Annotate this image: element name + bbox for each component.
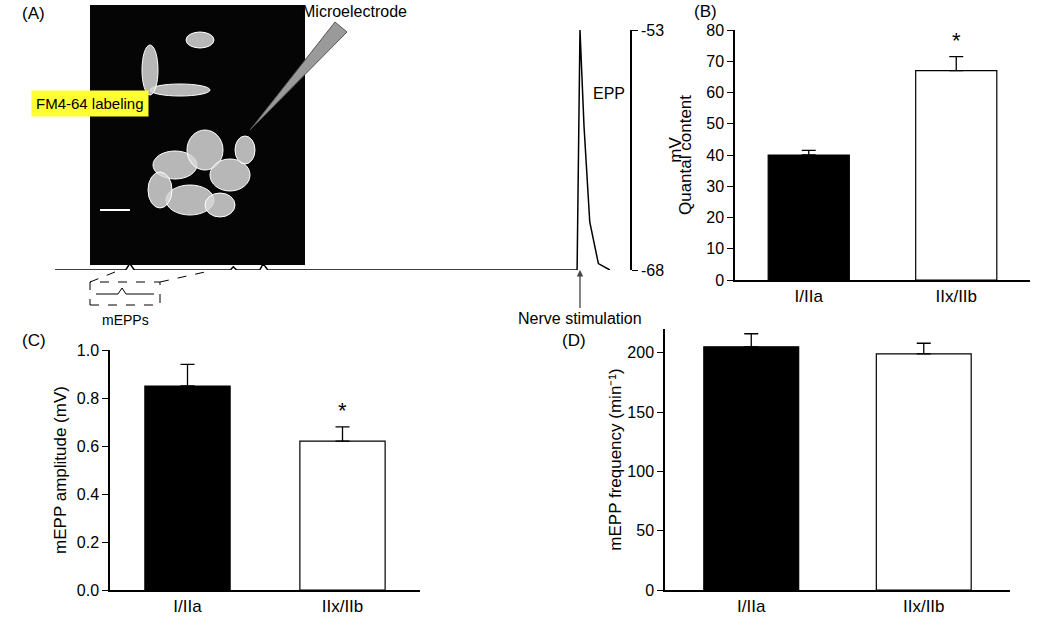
svg-text:-68: -68: [641, 262, 664, 279]
svg-text:*: *: [952, 28, 961, 53]
svg-text:20: 20: [706, 209, 724, 226]
svg-text:mEPP amplitude (mV): mEPP amplitude (mV): [51, 386, 70, 554]
svg-text:100: 100: [627, 463, 654, 480]
svg-text:(D): (D): [562, 331, 586, 350]
svg-text:30: 30: [706, 178, 724, 195]
svg-text:1.0: 1.0: [77, 342, 99, 359]
svg-text:0.6: 0.6: [77, 438, 99, 455]
svg-text:IIx/IIb: IIx/IIb: [935, 287, 977, 306]
svg-text:I/IIa: I/IIa: [795, 287, 824, 306]
svg-text:Nerve stimulation: Nerve stimulation: [518, 310, 642, 327]
svg-text:(A): (A): [22, 4, 45, 23]
svg-text:Quantal content: Quantal content: [676, 95, 695, 215]
svg-text:EPP: EPP: [593, 85, 625, 102]
svg-text:I/IIa: I/IIa: [737, 597, 766, 616]
svg-text:Microelectrode: Microelectrode: [302, 3, 407, 20]
svg-text:*: *: [338, 398, 347, 423]
svg-text:-53: -53: [641, 22, 664, 39]
svg-text:70: 70: [706, 53, 724, 70]
svg-text:IIx/IIb: IIx/IIb: [903, 597, 945, 616]
svg-text:IIx/IIb: IIx/IIb: [322, 597, 364, 616]
svg-text:60: 60: [706, 84, 724, 101]
svg-text:FM4-64 labeling: FM4-64 labeling: [36, 95, 144, 112]
svg-text:80: 80: [706, 22, 724, 39]
svg-text:0: 0: [715, 272, 724, 289]
svg-text:mEPP frequency (min⁻¹): mEPP frequency (min⁻¹): [606, 368, 625, 550]
svg-text:0: 0: [645, 582, 654, 599]
svg-text:0.0: 0.0: [77, 582, 99, 599]
svg-text:10: 10: [706, 240, 724, 257]
svg-text:(B): (B): [694, 2, 717, 21]
svg-text:mEPPs: mEPPs: [102, 312, 149, 328]
svg-text:40: 40: [706, 147, 724, 164]
svg-text:0.8: 0.8: [77, 390, 99, 407]
svg-text:(C): (C): [22, 331, 46, 350]
svg-text:0.4: 0.4: [77, 486, 99, 503]
svg-text:mV: mV: [666, 137, 685, 163]
svg-text:50: 50: [636, 522, 654, 539]
svg-text:200: 200: [627, 344, 654, 361]
svg-text:I/IIa: I/IIa: [173, 597, 202, 616]
svg-text:150: 150: [627, 404, 654, 421]
svg-text:50: 50: [706, 115, 724, 132]
svg-text:0.2: 0.2: [77, 534, 99, 551]
